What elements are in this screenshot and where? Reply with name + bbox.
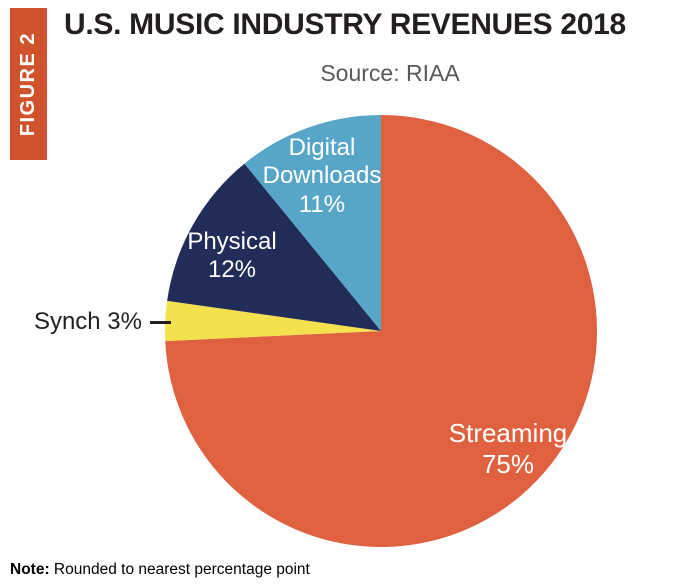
pie-slice-digital-downloads (244, 115, 381, 331)
slice-label-value: 12% (207, 256, 257, 284)
slice-label-value: 75% (481, 448, 535, 479)
pie-slice-physical (167, 163, 381, 331)
synch-leader-line (150, 321, 171, 324)
slice-label-line: Streaming (448, 418, 568, 448)
chart-source: Source: RIAA (320, 60, 460, 86)
footnote-text: Rounded to nearest percentage point (49, 561, 310, 578)
slice-label-synch: Synch 3% (33, 308, 142, 335)
pie-slice-streaming (165, 115, 598, 547)
chart-title: U.S. MUSIC INDUSTRY REVENUES 2018 (64, 8, 626, 41)
slice-label-physical: Physical 12% (158, 228, 306, 285)
slice-label-digital-downloads: Digital Downloads 11% (232, 134, 412, 219)
footnote-prefix: Note: (10, 561, 50, 578)
slice-label-line: Downloads (262, 162, 382, 190)
slice-label-line: Digital (288, 134, 356, 161)
slice-label-line: Physical (187, 228, 277, 255)
pie-slice-synch (165, 300, 381, 342)
slice-label-value: 11% (298, 190, 346, 218)
footnote: Note: Rounded to nearest percentage poin… (10, 561, 310, 579)
slice-label-streaming: Streaming 75% (416, 418, 600, 479)
figure-number-banner: FIGURE 2 (10, 8, 47, 160)
